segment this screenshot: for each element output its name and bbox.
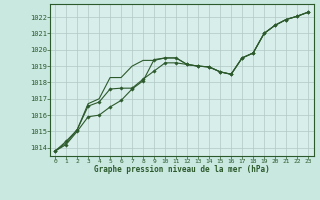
X-axis label: Graphe pression niveau de la mer (hPa): Graphe pression niveau de la mer (hPa) <box>94 165 269 174</box>
